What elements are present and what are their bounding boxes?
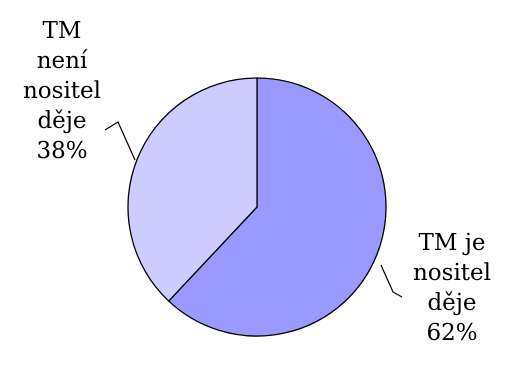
slice-label-0-line-3: 62%: [426, 320, 477, 346]
slice-label-0-line-1: nositel: [413, 260, 491, 286]
slice-label-1-line-2: nositel: [23, 78, 101, 104]
pie-slice-1: [127, 77, 258, 302]
slice-label-0: TM je nositel děje 62%: [413, 230, 491, 346]
leader-line-0: [380, 264, 403, 298]
slice-label-0-line-0: TM je: [419, 230, 486, 256]
slice-label-1-line-1: není: [37, 48, 88, 74]
slice-label-0-line-2: děje: [427, 290, 476, 316]
slice-label-1-line-0: TM: [43, 18, 82, 44]
slice-label-1-line-4: 38%: [36, 138, 87, 164]
slice-label-1: TM není nositel děje 38%: [23, 18, 101, 164]
slice-label-1-line-3: děje: [37, 108, 86, 134]
leader-line-1: [104, 121, 136, 161]
pie-slice-0: [167, 77, 387, 337]
